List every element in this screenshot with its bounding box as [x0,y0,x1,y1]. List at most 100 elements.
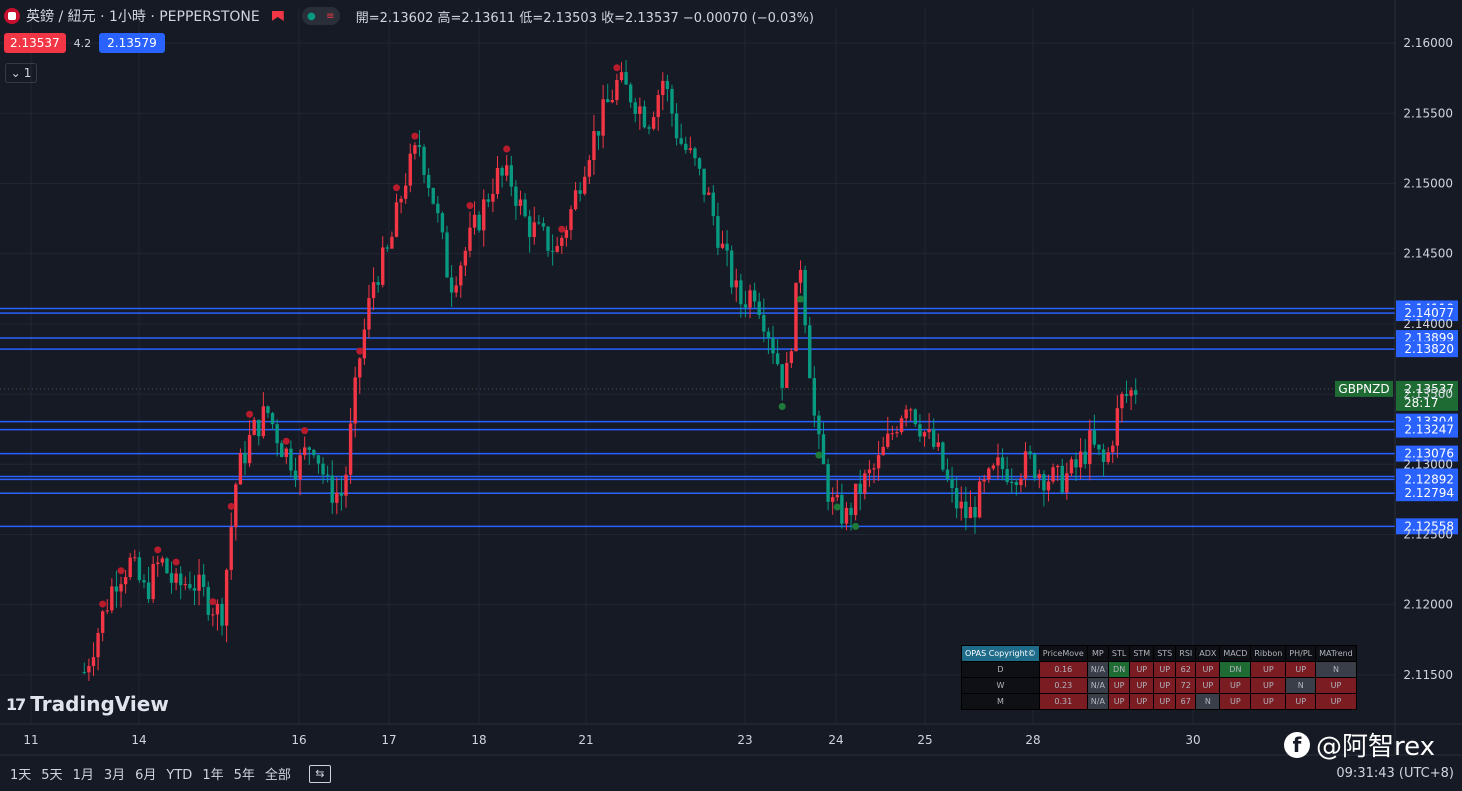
candle-body [624,72,628,85]
candle-body [1106,452,1110,463]
candle-body [656,95,660,118]
candle-body [211,614,215,616]
candle-body [628,84,633,103]
level-label: 2.13247 [1404,423,1454,437]
status-toggle[interactable]: ● ≡ [301,7,340,25]
opas-column-header: PH/PL [1285,645,1317,662]
opas-cell: UP [1285,693,1317,710]
candle-body [780,364,784,388]
candle-body [224,569,229,626]
price-tick-label: 2.14000 [1403,317,1453,331]
current-price-label: 2.13537 [1404,382,1454,396]
range-button[interactable]: 3月 [103,768,126,783]
buy-button[interactable]: 2.13579 [99,33,165,53]
spread-value: 4.2 [73,36,92,50]
candle-body [996,457,1000,466]
range-button[interactable]: 全部 [264,768,291,783]
level-label-box [1396,518,1458,535]
candle-body [991,465,996,469]
opas-body: D 0.16 N/A DN UP UP 62 UP DN UP UP N W 0.23 N/A UP UP UP 7… [961,661,1357,710]
opas-cell: 0.31 [1038,693,1088,710]
opas-cell: 0.16 [1038,661,1088,678]
price-tick-label: 2.15500 [1403,106,1453,120]
candle-body [449,277,454,293]
range-button[interactable]: 6月 [135,768,157,783]
range-button[interactable]: 1月 [72,768,94,783]
candle-body [1111,445,1115,453]
opas-column-header: Ribbon [1250,645,1287,662]
candle-body [1037,474,1041,479]
candle-body [927,429,931,433]
buy-signal-dot [852,522,860,530]
candle-body [693,148,697,159]
level-label: 2.13820 [1404,342,1454,356]
candle-body [858,483,862,494]
price-axis[interactable]: 2.16000 2.15500 2.15000 2.14500 2.14000 2.135… [0,0,1462,756]
level-label: 2.14077 [1404,306,1454,320]
candle-body [725,243,729,251]
candle-body [573,190,578,210]
candle-body [312,449,316,456]
candle-body [826,464,830,502]
buy-signal-dot [833,503,841,511]
opas-cell: DN [1219,661,1252,678]
candle-body [133,557,137,559]
candle-body [564,229,569,238]
candle-body [661,80,665,96]
candle-body [215,603,220,615]
price-tick-label: 2.16000 [1403,36,1453,50]
candle-body [403,185,408,199]
candle-body [257,419,261,437]
candle-body [307,447,311,450]
candle-body [808,325,812,379]
range-button[interactable]: YTD [166,768,193,783]
candle-body [119,584,123,592]
candle-body [431,187,435,204]
candle-body [472,214,477,228]
candle-body [922,432,927,437]
time-tick-label: 30 [1185,733,1200,747]
range-button[interactable]: 5天 [41,768,63,783]
candle-body [872,468,876,470]
candle-body [110,586,114,611]
candle-body [229,527,233,570]
candle-body [261,406,266,437]
level-label: 2.12892 [1404,472,1454,486]
candle-body [413,145,417,154]
opas-cell: UP [1153,661,1177,678]
opas-cell: UP [1219,693,1252,710]
candle-body [275,424,279,444]
candle-body [541,223,546,227]
candle-body [913,409,918,425]
candle-body [183,584,187,586]
indicators-collapse-button[interactable]: ⌄ 1 [5,63,37,83]
candle-body [532,222,536,238]
sell-button[interactable]: 2.13537 [4,33,66,53]
candle-body [752,290,757,302]
range-button[interactable]: 5年 [233,768,255,783]
horizontal-levels[interactable]: 2.141102.140772.138992.138202.133042.132… [0,300,1458,535]
opas-cell: UP [1285,661,1317,678]
candle-body [495,168,500,194]
calendar-goto-icon[interactable]: ⇆ [308,764,331,783]
clock-time[interactable]: 09:31:43 (UTC+8) [1336,766,1454,781]
candle-body [821,434,826,465]
candle-body [968,506,973,519]
candle-body [151,564,155,600]
symbol-title[interactable]: 英鎊 / 紐元 · 1小時 · PEPPERSTONE [26,9,260,25]
candle-body [293,470,298,480]
candle-body [1028,451,1032,455]
candle-body [206,586,210,615]
range-button[interactable]: 1年 [202,768,224,783]
candle-body [619,72,624,80]
green-dot-icon: ● [306,10,316,22]
range-button[interactable]: 1天 [10,768,32,783]
bookmark-flag-icon[interactable] [271,11,284,21]
candle-body [445,232,449,278]
opas-title: OPAS Copyright© [961,645,1040,662]
sell-signal-dot [558,225,566,233]
time-axis[interactable]: 11 14 16 17 18 21 23 24 25 28 30 [23,733,1200,747]
candle-body [670,88,674,114]
candle-body [1051,467,1055,482]
